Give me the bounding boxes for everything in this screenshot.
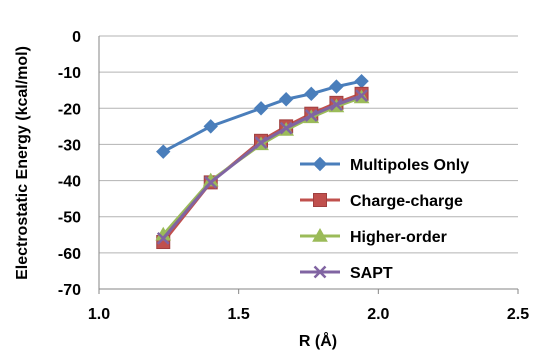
data-point: [254, 136, 268, 150]
legend-label: Multipoles Only: [350, 157, 469, 174]
y-axis-title: Electrostatic Energy (kcal/mol): [14, 46, 31, 280]
series-line: [162, 92, 363, 243]
legend-label: Charge-charge: [350, 193, 463, 210]
x-tick-label: 2.5: [507, 306, 529, 323]
tick-labels: 0 -10 -20 -30 -40 -50 -60 -70 1.0 1.5 2.0 2.5: [58, 29, 529, 323]
legend-marker: [313, 193, 327, 207]
data-point: [330, 98, 343, 112]
y-tick-label: -70: [58, 282, 81, 299]
legend-entry: Multipoles Only: [300, 156, 469, 174]
data-point: [354, 73, 369, 89]
data-point: [253, 101, 269, 116]
y-tick-label: 0: [72, 29, 81, 46]
y-tick-label: -20: [58, 101, 81, 118]
legend-entry: SAPT: [300, 265, 393, 282]
series-layer: [155, 73, 370, 250]
data-point: [329, 79, 344, 94]
series-line: [162, 96, 363, 236]
data-point: [156, 232, 170, 245]
legend-marker: [312, 156, 328, 172]
series-multipoles-only: [156, 73, 369, 159]
data-point: [203, 119, 218, 134]
x-tick-label: 2.0: [367, 306, 389, 323]
data-point: [355, 89, 368, 103]
data-point: [304, 109, 318, 122]
y-tick-label: -40: [58, 174, 81, 191]
data-point: [279, 121, 293, 135]
y-tick-label: -60: [58, 246, 81, 263]
x-tick-label: 1.5: [228, 306, 250, 323]
legend-marker: [313, 265, 327, 279]
y-tick-label: -10: [58, 65, 81, 82]
data-point: [204, 175, 218, 189]
legend-entry: Charge-charge: [300, 193, 463, 210]
legend-entry: Higher-order: [300, 227, 447, 246]
gridlines: [98, 35, 519, 294]
legend-marker: [312, 227, 328, 242]
series-sapt: [156, 89, 368, 245]
legend-label: Higher-order: [350, 229, 447, 246]
data-point: [278, 92, 294, 107]
y-tick-label: -50: [58, 210, 81, 227]
data-point: [156, 144, 171, 159]
data-point: [304, 86, 319, 102]
legend: Multipoles Only Charge-charge Higher-order…: [300, 156, 469, 282]
y-tick-label: -30: [58, 137, 81, 154]
x-tick-label: 1.0: [88, 306, 110, 323]
legend-label: SAPT: [350, 265, 393, 282]
x-axis-title: R (Å): [299, 331, 337, 350]
